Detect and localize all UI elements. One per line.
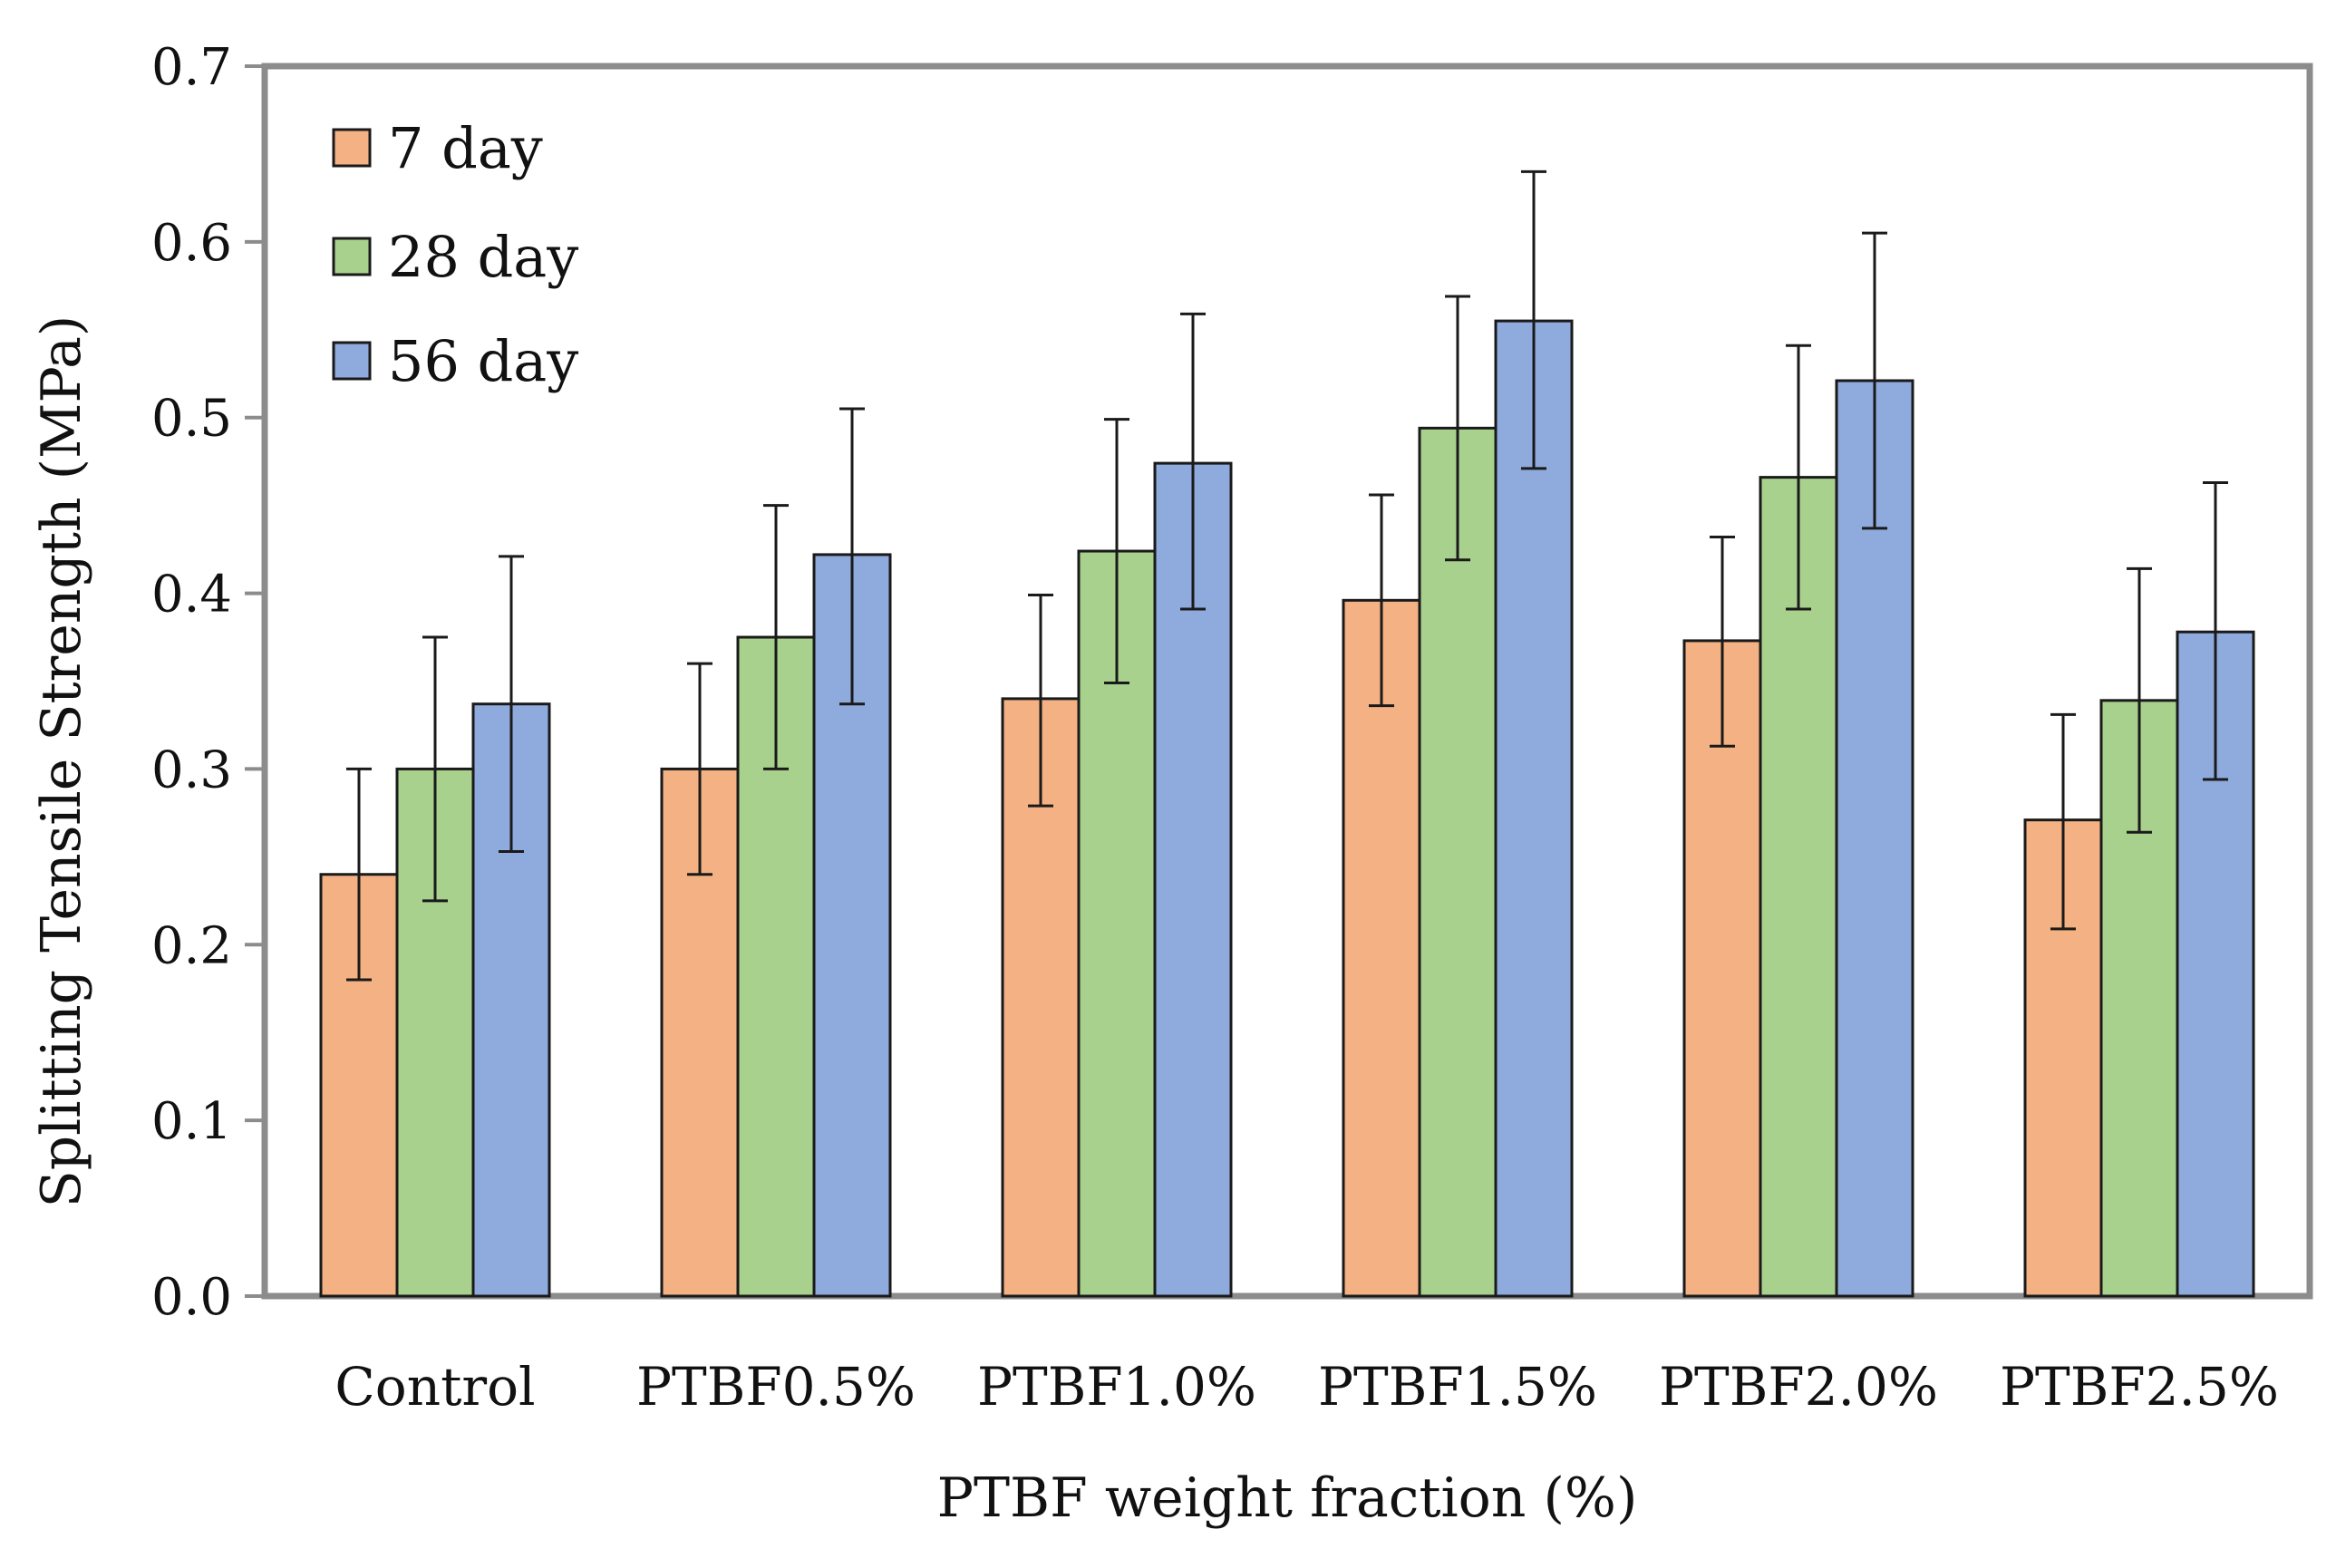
legend-item-7-day: 7 day — [332, 115, 543, 181]
error-bar — [1104, 418, 1129, 684]
y-tick-label: 0.4 — [151, 566, 232, 624]
error-bar — [1710, 536, 1735, 748]
y-tick-label: 0.6 — [151, 214, 232, 273]
error-bar — [1180, 312, 1206, 611]
y-tick-label: 0.2 — [151, 916, 232, 975]
bar-56-day-4 — [1835, 379, 1914, 1298]
x-category-label: PTBF0.5% — [636, 1356, 916, 1418]
bar-28-day-1 — [736, 635, 816, 1298]
error-bar — [1445, 295, 1470, 562]
error-bar — [1786, 344, 1811, 611]
error-bar — [2203, 480, 2228, 781]
bar-28-day-3 — [1418, 426, 1498, 1298]
x-category-label: Control — [334, 1356, 535, 1418]
error-bar — [2127, 566, 2152, 834]
x-category-label: PTBF1.5% — [1318, 1356, 1597, 1418]
plot-area-frame — [261, 63, 2313, 1300]
x-category-label: PTBF2.0% — [1659, 1356, 1938, 1418]
y-tick-label: 0.1 — [151, 1092, 232, 1151]
error-bar — [1521, 169, 1546, 470]
error-bar — [1369, 493, 1394, 708]
legend-item-56-day: 56 day — [332, 328, 578, 394]
bar-28-day-4 — [1759, 476, 1838, 1298]
y-tick-label: 0.7 — [151, 38, 232, 97]
y-tick-label: 0.0 — [151, 1268, 232, 1327]
legend-label: 28 day — [388, 224, 578, 290]
error-bar — [1028, 594, 1053, 808]
x-category-label: PTBF1.0% — [977, 1356, 1256, 1418]
legend-swatch — [332, 341, 372, 381]
error-bar — [1862, 231, 1887, 530]
y-axis-title: Splitting Tensile Strength (MPa) — [30, 315, 93, 1208]
legend-item-28-day: 28 day — [332, 224, 578, 290]
error-bar — [687, 662, 712, 876]
error-bar — [839, 407, 865, 706]
error-bar — [422, 635, 448, 903]
y-tick-label: 0.3 — [151, 740, 232, 799]
y-tick-label: 0.5 — [151, 390, 232, 449]
legend-label: 56 day — [388, 328, 578, 394]
error-bar — [2050, 712, 2076, 931]
error-bar — [499, 555, 524, 854]
bar-7-day-4 — [1682, 639, 1762, 1298]
legend-swatch — [332, 237, 372, 276]
legend-label: 7 day — [388, 115, 543, 181]
error-bar — [346, 767, 372, 982]
legend-swatch — [332, 128, 372, 168]
error-bar — [763, 504, 789, 770]
bar-56-day-3 — [1494, 319, 1574, 1298]
bar-7-day-3 — [1342, 598, 1421, 1298]
x-axis-title: PTBF weight fraction (%) — [937, 1466, 1638, 1530]
x-category-label: PTBF2.5% — [2000, 1356, 2279, 1418]
